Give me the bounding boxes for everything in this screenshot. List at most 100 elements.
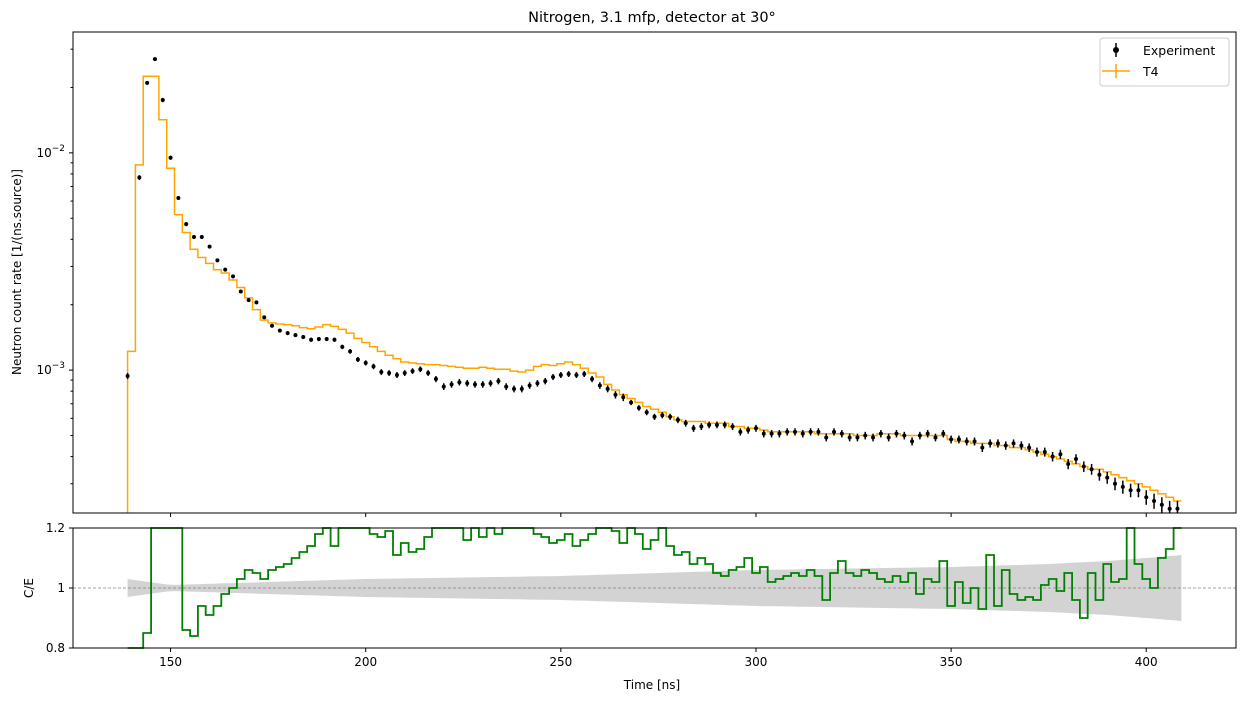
experiment-point [964, 437, 969, 446]
experiment-marker [1027, 445, 1032, 450]
experiment-point [231, 274, 236, 279]
bottom-x-tick-label: 250 [549, 655, 572, 669]
experiment-marker [1050, 454, 1055, 459]
experiment-point [332, 337, 337, 342]
experiment-marker [1097, 472, 1102, 477]
experiment-point [792, 428, 797, 436]
experiment-point [301, 335, 306, 340]
experiment-point [1042, 447, 1047, 457]
experiment-marker [988, 441, 993, 446]
experiment-point [1081, 461, 1086, 472]
experiment-point [910, 437, 915, 446]
experiment-point [176, 195, 181, 200]
experiment-point [714, 421, 719, 429]
experiment-point [418, 366, 423, 373]
experiment-point [184, 222, 189, 227]
experiment-marker [1159, 502, 1164, 507]
top-y-tick-label: 10−3 [36, 361, 65, 377]
experiment-marker [605, 386, 610, 391]
experiment-marker [238, 289, 243, 294]
experiment-point [270, 323, 275, 328]
experiment-marker [379, 370, 384, 375]
legend-item-experiment: Experiment [1113, 43, 1215, 58]
experiment-point [1105, 471, 1110, 484]
experiment-point [925, 430, 930, 438]
experiment-point [816, 428, 821, 436]
experiment-point [1175, 500, 1180, 513]
experiment-marker [691, 426, 696, 431]
experiment-point [855, 433, 860, 442]
experiment-point [1058, 449, 1063, 459]
experiment-marker [488, 381, 493, 386]
experiment-point [387, 370, 392, 376]
legend: Experiment T4 [1099, 37, 1230, 87]
experiment-marker [886, 435, 891, 440]
experiment-marker [277, 328, 282, 333]
experiment-marker [1175, 506, 1180, 511]
experiment-marker [824, 435, 829, 440]
experiment-point [512, 385, 517, 393]
experiment-marker [660, 413, 665, 418]
top-y-tick-label: 10−2 [36, 144, 65, 160]
experiment-marker [761, 431, 766, 436]
experiment-point [949, 435, 954, 444]
experiment-point [629, 399, 634, 406]
experiment-marker [956, 437, 961, 442]
experiment-marker [199, 234, 204, 239]
experiment-marker [636, 405, 641, 410]
experiment-point [504, 383, 509, 391]
experiment-point [254, 300, 259, 305]
experiment-marker [753, 426, 758, 431]
experiment-point [644, 409, 649, 416]
experiment-point [1152, 493, 1157, 509]
experiment-marker [769, 431, 774, 436]
bottom-y-tick-label: 0.8 [46, 641, 65, 655]
experiment-marker [145, 80, 150, 85]
experiment-marker [566, 371, 571, 376]
top-axes-frame [72, 31, 1237, 514]
experiment-marker [871, 435, 876, 440]
experiment-point [980, 443, 985, 452]
top-y-axis: 10−2 10−3 [36, 48, 73, 485]
experiment-marker [1011, 441, 1016, 446]
experiment-marker [839, 431, 844, 436]
experiment-marker [1089, 467, 1094, 472]
top-panel: 10−2 10−3 [36, 31, 1237, 517]
experiment-point [652, 413, 657, 420]
ce-step-line [127, 527, 1182, 649]
experiment-marker [910, 439, 915, 444]
experiment-point [191, 234, 196, 239]
experiment-point [410, 368, 415, 374]
experiment-marker [699, 424, 704, 429]
experiment-point [1136, 483, 1141, 498]
experiment-point [808, 428, 813, 436]
experiment-point [238, 289, 243, 294]
experiment-marker [1081, 464, 1086, 469]
experiment-point [145, 80, 150, 85]
experiment-point [707, 421, 712, 429]
experiment-marker [441, 384, 446, 389]
experiment-marker [215, 258, 220, 263]
experiment-point [1034, 447, 1039, 457]
experiment-point [277, 328, 282, 333]
experiment-point [324, 337, 329, 342]
experiment-point [847, 433, 852, 442]
experiment-point [871, 433, 876, 442]
experiment-marker [917, 433, 922, 438]
experiment-point [496, 377, 501, 385]
experiment-marker [254, 300, 259, 305]
experiment-point [449, 381, 454, 388]
experiment-point [457, 379, 462, 386]
experiment-point [433, 375, 438, 383]
experiment-marker [363, 360, 368, 365]
experiment-marker [324, 337, 329, 342]
experiment-point [1027, 443, 1032, 452]
experiment-point [972, 437, 977, 446]
experiment-point [1066, 458, 1071, 470]
experiment-marker [301, 335, 306, 340]
experiment-marker [558, 372, 563, 377]
experiment-marker [1167, 506, 1172, 511]
experiment-point [621, 393, 626, 402]
t4-step-line [126, 75, 1182, 513]
experiment-marker [512, 386, 517, 391]
